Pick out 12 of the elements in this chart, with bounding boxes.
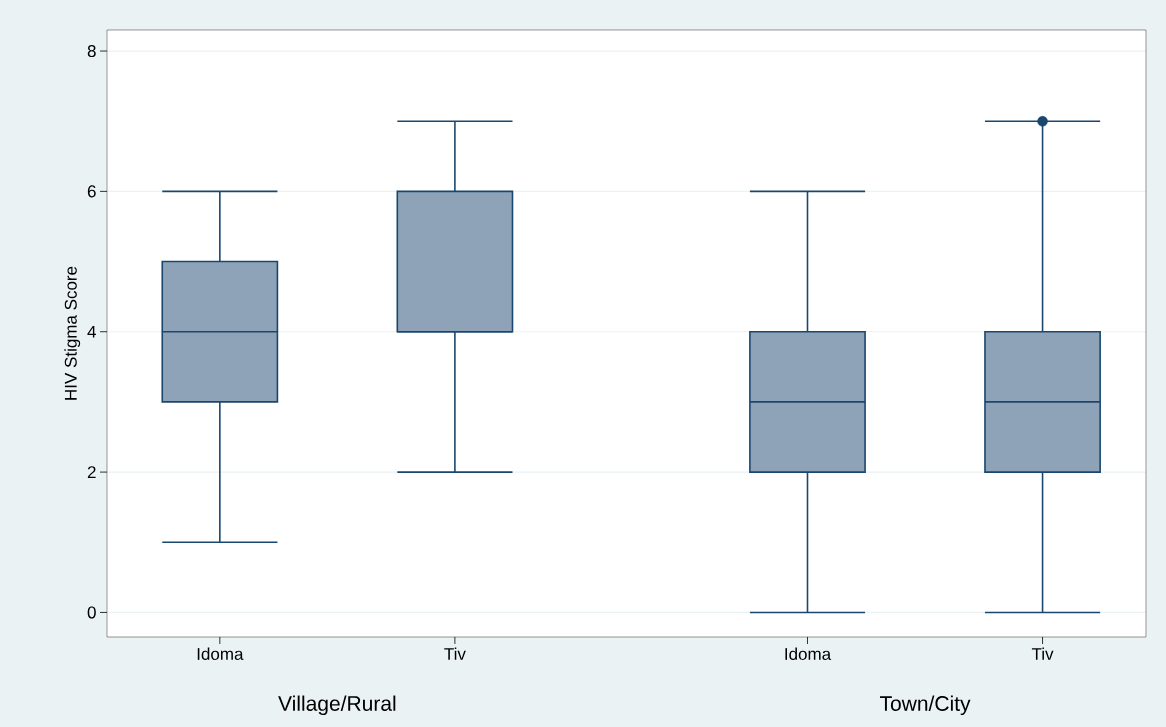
y-axis-title: HIV Stigma Score	[64, 266, 81, 400]
text: Village/Rural	[278, 695, 396, 716]
x-tick-label: Tiv	[1031, 647, 1054, 660]
y-tick-label: 4	[87, 325, 96, 338]
x-tick-label: Idoma	[197, 647, 244, 661]
y-tick-label: 0	[87, 606, 96, 619]
text: Town/City	[879, 695, 971, 716]
y-tick-label: 2	[87, 466, 96, 479]
y-tick-label: 6	[87, 185, 96, 198]
y-tick-label: 8	[87, 45, 96, 58]
x-tick-label: Idoma	[785, 647, 832, 661]
x-tick-label: Tiv	[444, 647, 466, 660]
